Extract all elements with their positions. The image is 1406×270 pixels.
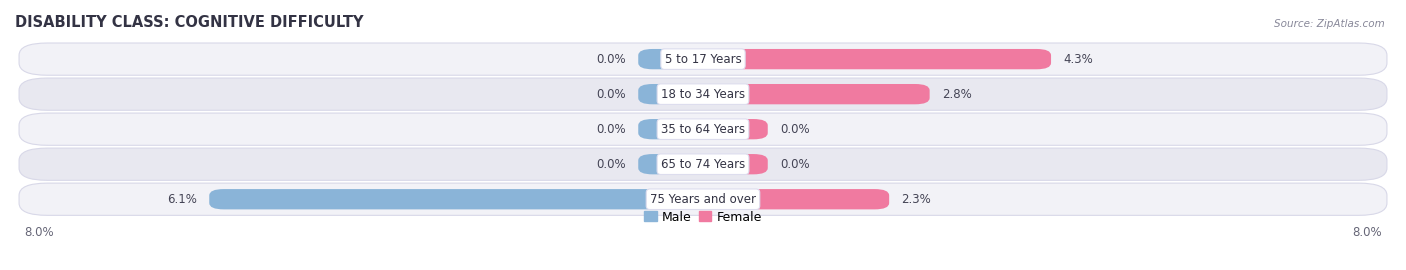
Text: 0.0%: 0.0% (596, 88, 626, 101)
Text: DISABILITY CLASS: COGNITIVE DIFFICULTY: DISABILITY CLASS: COGNITIVE DIFFICULTY (15, 15, 364, 30)
Text: 5 to 17 Years: 5 to 17 Years (665, 53, 741, 66)
Text: 0.0%: 0.0% (596, 123, 626, 136)
Text: 0.0%: 0.0% (596, 158, 626, 171)
Text: 0.0%: 0.0% (596, 53, 626, 66)
FancyBboxPatch shape (20, 148, 1386, 180)
Text: 2.8%: 2.8% (942, 88, 972, 101)
Legend: Male, Female: Male, Female (640, 205, 766, 229)
Text: 0.0%: 0.0% (780, 123, 810, 136)
Text: 65 to 74 Years: 65 to 74 Years (661, 158, 745, 171)
Text: 18 to 34 Years: 18 to 34 Years (661, 88, 745, 101)
Text: 0.0%: 0.0% (780, 158, 810, 171)
FancyBboxPatch shape (703, 189, 889, 210)
FancyBboxPatch shape (703, 84, 929, 104)
FancyBboxPatch shape (209, 189, 703, 210)
Text: 75 Years and over: 75 Years and over (650, 193, 756, 206)
FancyBboxPatch shape (638, 49, 703, 69)
FancyBboxPatch shape (20, 183, 1386, 215)
FancyBboxPatch shape (638, 154, 703, 174)
Text: Source: ZipAtlas.com: Source: ZipAtlas.com (1274, 19, 1385, 29)
FancyBboxPatch shape (638, 119, 703, 139)
FancyBboxPatch shape (20, 78, 1386, 110)
FancyBboxPatch shape (703, 119, 768, 139)
FancyBboxPatch shape (703, 49, 1052, 69)
FancyBboxPatch shape (703, 154, 768, 174)
FancyBboxPatch shape (20, 113, 1386, 145)
FancyBboxPatch shape (638, 84, 703, 104)
Text: 4.3%: 4.3% (1063, 53, 1092, 66)
Text: 6.1%: 6.1% (167, 193, 197, 206)
Text: 35 to 64 Years: 35 to 64 Years (661, 123, 745, 136)
Text: 2.3%: 2.3% (901, 193, 931, 206)
FancyBboxPatch shape (20, 43, 1386, 75)
